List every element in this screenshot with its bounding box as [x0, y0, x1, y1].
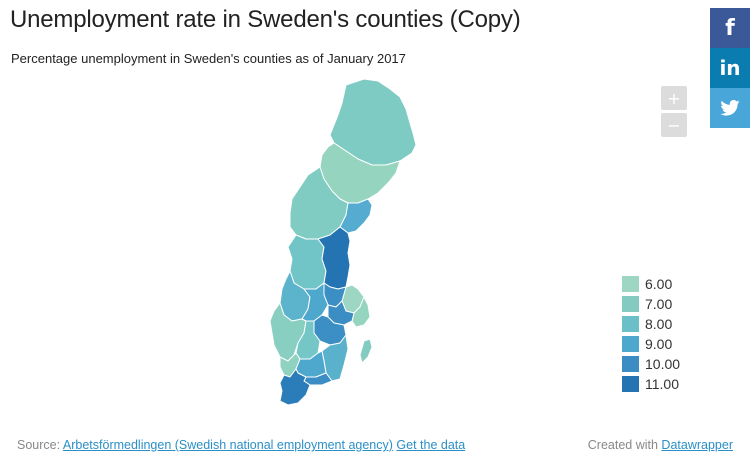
twitter-share-button[interactable]	[710, 88, 750, 128]
legend: 6.00 7.00 8.00 9.00 10.00 11.00	[622, 274, 680, 394]
region-skane[interactable]	[279, 368, 311, 406]
region-stockholm[interactable]	[351, 296, 371, 328]
legend-item: 7.00	[622, 294, 680, 314]
linkedin-icon: in	[719, 56, 741, 80]
zoom-in-button[interactable]: +	[661, 86, 687, 110]
linkedin-share-button[interactable]: in	[710, 48, 750, 88]
legend-item: 8.00	[622, 314, 680, 334]
legend-swatch	[622, 316, 639, 332]
legend-swatch	[622, 296, 639, 312]
legend-label: 8.00	[645, 316, 673, 332]
get-data-link[interactable]: Get the data	[396, 438, 466, 452]
sweden-map	[269, 78, 417, 406]
legend-item: 9.00	[622, 334, 680, 354]
source-link[interactable]: Arbetsförmedlingen (Swedish national emp…	[62, 438, 393, 452]
source-label: Source:	[17, 438, 61, 452]
legend-label: 10.00	[645, 356, 681, 372]
zoom-controls: + −	[661, 86, 687, 140]
created-with-label: Created with	[587, 438, 658, 452]
legend-item: 10.00	[622, 354, 680, 374]
legend-swatch	[622, 276, 639, 292]
share-bar: f in	[710, 8, 750, 128]
facebook-share-button[interactable]: f	[710, 8, 750, 48]
legend-label: 11.00	[645, 376, 679, 392]
region-gotland[interactable]	[359, 338, 373, 364]
twitter-icon	[720, 100, 740, 116]
footer: Source: Arbetsförmedlingen (Swedish nati…	[17, 438, 733, 452]
legend-label: 6.00	[645, 276, 673, 292]
credit: Created with Datawrapper	[588, 438, 733, 452]
facebook-icon: f	[725, 15, 735, 41]
datawrapper-link[interactable]: Datawrapper	[661, 438, 733, 452]
chart-title: Unemployment rate in Sweden's counties (…	[10, 6, 521, 33]
chart-subtitle: Percentage unemployment in Sweden's coun…	[11, 51, 406, 66]
region-gavleborg[interactable]	[317, 226, 351, 290]
legend-swatch	[622, 356, 639, 372]
region-vasternorrland[interactable]	[339, 198, 373, 234]
zoom-out-button[interactable]: −	[661, 113, 687, 137]
legend-item: 6.00	[622, 274, 680, 294]
legend-item: 11.00	[622, 374, 680, 394]
legend-label: 9.00	[645, 336, 673, 352]
legend-label: 7.00	[645, 296, 673, 312]
legend-swatch	[622, 336, 639, 352]
legend-swatch	[622, 376, 639, 392]
